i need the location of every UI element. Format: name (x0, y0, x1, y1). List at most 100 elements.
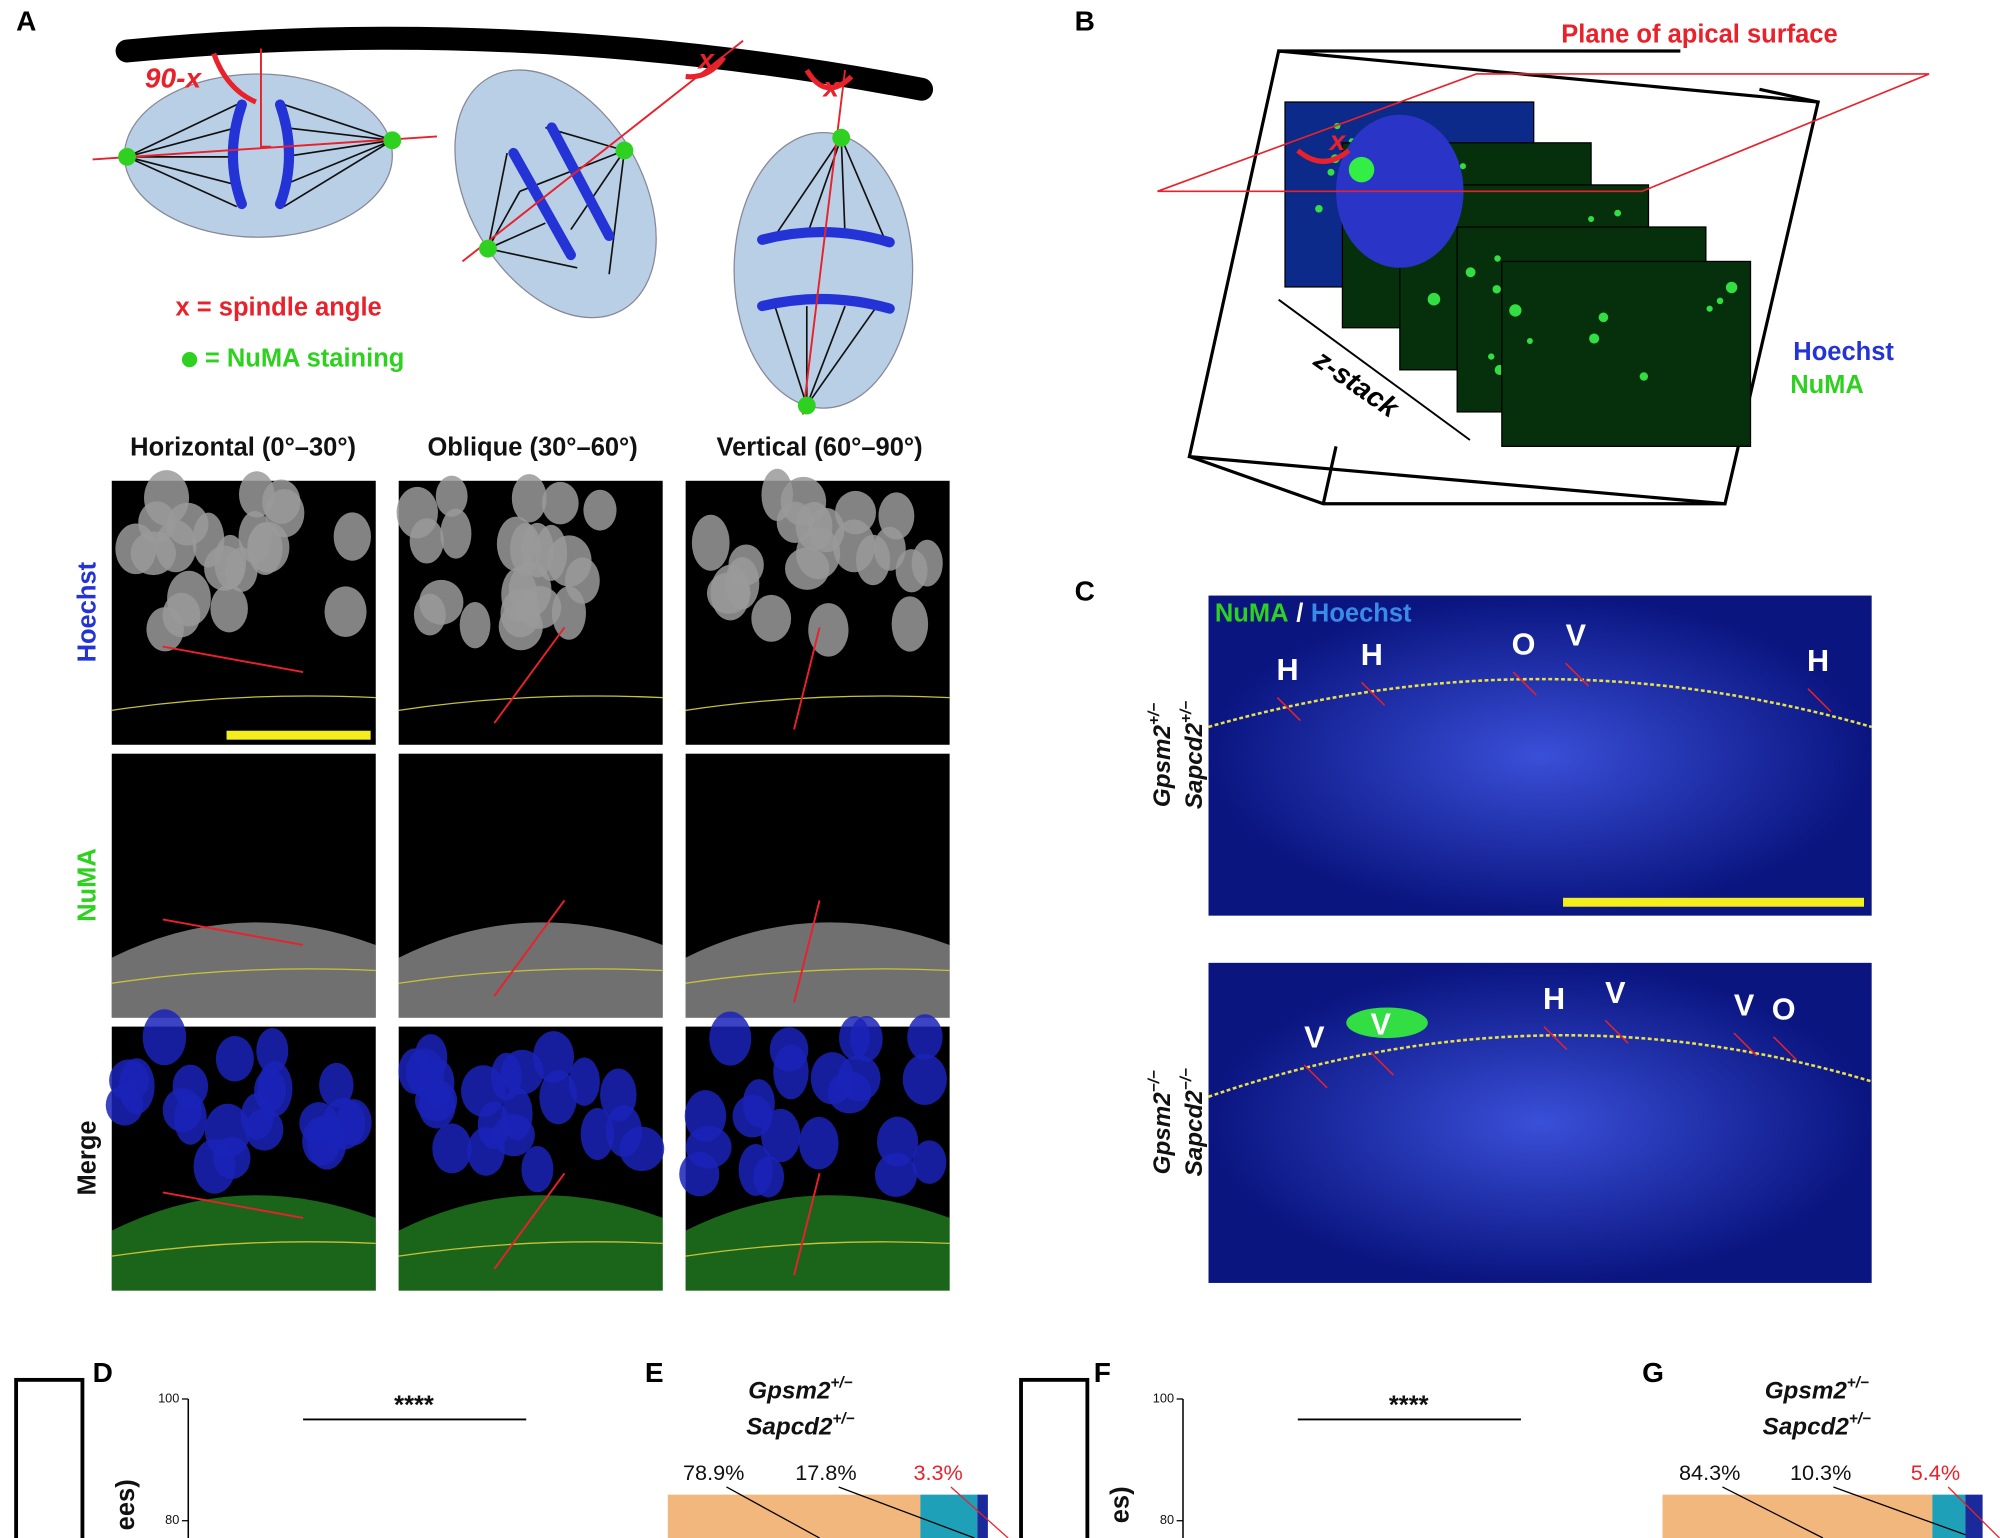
row-label: NuMA (74, 848, 102, 922)
spindle-axis (793, 1173, 821, 1276)
nucleus (619, 1126, 665, 1172)
confocal-image (1208, 962, 1872, 1283)
orientation-marks: H H O VHV VH V V O (1277, 619, 1832, 1089)
panel-letter: G (1642, 1357, 1664, 1388)
genotype: Gpsm2+/− (1146, 703, 1176, 807)
quantification-panels: 80100ees)****80100es)****Gpsm2+/−Sapcd2+… (14, 1375, 2000, 1538)
gene: Sapcd2 (1181, 722, 1208, 809)
numa-spot (1509, 304, 1522, 317)
nucleus (583, 489, 617, 531)
stack-label: z-stack (1308, 343, 1406, 424)
orientation-mark: H (1277, 653, 1299, 687)
orientation-mark: V (1566, 619, 1587, 653)
panel-letter: A (16, 5, 36, 36)
value-label: 10.3% (1790, 1460, 1851, 1485)
inset-box (14, 1377, 85, 1538)
nucleus (751, 594, 792, 642)
panel-letter: B (1075, 5, 1095, 36)
angle-label: 90-x (145, 63, 203, 94)
nucleus (307, 1114, 347, 1170)
leader (1833, 1486, 1975, 1538)
nucleus (413, 593, 446, 636)
panel-letter: E (645, 1357, 664, 1388)
nucleus (109, 1059, 150, 1102)
numa-spot (1465, 267, 1476, 278)
channel-legend: NuMA / Hoechst (1215, 599, 1412, 627)
panel-letter: C (1075, 575, 1095, 606)
nucleus (850, 1015, 883, 1062)
column-header: Horizontal (0°–30°) (130, 434, 356, 462)
channel-name: NuMA (1215, 599, 1289, 627)
angle-label: x (696, 44, 715, 75)
nucleus (477, 1101, 510, 1150)
nucleus (568, 1057, 600, 1106)
nucleus (409, 518, 444, 564)
numa-spot (1706, 305, 1713, 312)
numa-spot (1315, 204, 1323, 213)
basal-outline (111, 968, 376, 984)
nucleus (247, 521, 290, 573)
y-axis-label: ees) (112, 1479, 140, 1530)
genotype: Sapcd2+/− (1178, 701, 1208, 809)
spindle-axis (1733, 1032, 1758, 1057)
numa-spot (1598, 312, 1609, 323)
nucleus (835, 490, 876, 535)
nucleus (877, 1116, 919, 1167)
nucleus (440, 508, 472, 559)
spindle-axis (1565, 662, 1590, 687)
nucleus (257, 1061, 293, 1117)
leader (1947, 1486, 2000, 1538)
significance: **** (394, 1391, 434, 1419)
allele: +/− (832, 1410, 854, 1427)
bar-segment (667, 1494, 921, 1538)
numa-spot (1459, 163, 1466, 170)
allele: +/− (1847, 1375, 1869, 1392)
scale-bar (226, 730, 371, 740)
panel-letter: F (1094, 1357, 1111, 1388)
nucleus (435, 475, 468, 517)
numa-spot (1427, 292, 1441, 306)
channel-label: NuMA (1790, 371, 1864, 399)
bar-segment (920, 1494, 978, 1538)
bar-segment (1932, 1494, 1966, 1538)
gene: Sapcd2 (746, 1414, 833, 1441)
y-tick-label: 100 (158, 1390, 179, 1405)
spindle-axis (1512, 671, 1537, 696)
spindle-schematic (92, 26, 934, 415)
nucleus (333, 512, 371, 561)
angle-label: x (1328, 125, 1347, 156)
image-stack (1284, 101, 1752, 447)
orientation-mark: V (1370, 1008, 1391, 1042)
nucleus (785, 547, 830, 590)
nucleus (691, 514, 730, 571)
nucleus (238, 471, 275, 518)
nucleus (895, 549, 928, 593)
nucleus (709, 1011, 752, 1066)
nucleus (907, 1014, 943, 1060)
spindle-axis (793, 627, 821, 730)
nucleus (873, 526, 906, 571)
legend-text: = NuMA staining (205, 344, 405, 372)
y-axis-label: es) (1107, 1486, 1135, 1523)
nucleus (508, 562, 552, 617)
orientation-mark: V (1734, 989, 1755, 1023)
orientation-mark: H (1361, 638, 1383, 672)
legend-dot (181, 351, 198, 368)
spindle-axis (793, 900, 821, 1003)
orientation-mark: V (1605, 976, 1626, 1010)
scale-bar (1563, 897, 1865, 907)
stack-arrow (1278, 298, 1471, 441)
row-label: Hoechst (74, 561, 102, 662)
nucleus (541, 481, 579, 525)
nucleus (547, 535, 592, 587)
bar-segment (1662, 1494, 1933, 1538)
value-label: 78.9% (683, 1460, 744, 1485)
gene: Gpsm2 (1149, 724, 1176, 807)
channel-label: Hoechst (1793, 338, 1894, 366)
spindle-axis (1604, 1019, 1629, 1044)
nucleus (319, 1062, 354, 1108)
spindle-axis (162, 918, 304, 946)
nucleus (761, 1108, 801, 1163)
leader (838, 1486, 975, 1538)
